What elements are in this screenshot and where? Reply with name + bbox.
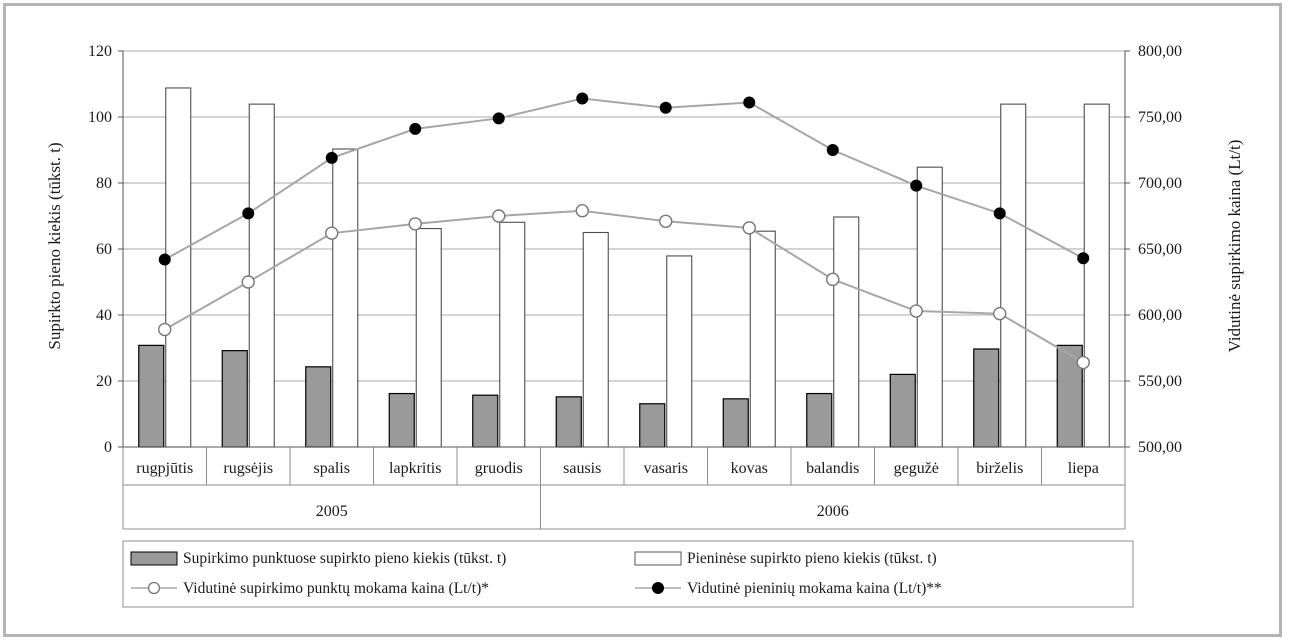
point-punktai-price-rugpjutis — [158, 322, 172, 337]
left-tick-label: 60 — [96, 241, 112, 258]
legend-marker-pienines-price — [652, 582, 664, 594]
legend-box — [122, 540, 1134, 608]
line-pienines-price — [164, 97, 1084, 261]
bar-pienines-rugsejis — [248, 103, 275, 448]
point-pienines-price-sausis — [576, 92, 589, 105]
right-tick-label: 600,00 — [1138, 307, 1182, 324]
category-label-lapkritis: lapkritis — [389, 460, 441, 477]
point-pienines-price-rugpjutis — [158, 253, 171, 266]
bar-pienines-kovas — [749, 230, 776, 448]
point-pienines-price-geguze — [910, 179, 923, 192]
year-label-2006: 2006 — [817, 503, 849, 520]
bar-pienines-liepa — [1083, 103, 1110, 448]
left-axis-label: Supirkto pieno kiekis (tūkst. t) — [45, 142, 64, 349]
bar-pienines-rugpjutis — [165, 87, 192, 448]
point-pienines-price-lapkritis — [409, 122, 422, 135]
bar-pienines-spalis — [332, 148, 359, 448]
bar-pienines-gruodis — [499, 221, 526, 448]
point-pienines-price-gruodis — [492, 112, 505, 125]
point-punktai-price-liepa — [1076, 355, 1090, 370]
point-punktai-price-kovas — [742, 221, 756, 235]
legend: Supirkimo punktuose supirkto pieno kieki… — [122, 540, 1134, 608]
right-tick-label: 750,00 — [1138, 109, 1182, 126]
point-pienines-price-balandis — [826, 144, 839, 156]
legend-label-punktai-price: Vidutinė supirkimo punktų mokama kaina (… — [183, 580, 489, 597]
legend-label-punktai-bar: Supirkimo punktuose supirkto pieno kieki… — [183, 550, 506, 567]
bar-pienines-vasaris — [666, 255, 693, 448]
left-tick-label: 100 — [88, 109, 112, 126]
left-tick-label: 80 — [96, 175, 112, 192]
category-label-liepa: liepa — [1068, 460, 1099, 477]
right-tick-label: 800,00 — [1138, 43, 1182, 60]
legend-swatch-pienines-bar — [634, 551, 682, 566]
category-label-birzelis: birželis — [976, 460, 1023, 477]
gridlines — [123, 50, 1125, 382]
year-group-labels: 2005 2006 — [316, 503, 849, 520]
line-punktai-price — [164, 209, 1084, 364]
left-axis-ticks: 0 20 40 60 80 100 120 — [88, 43, 112, 456]
point-punktai-price-birzelis — [993, 306, 1007, 321]
bar-punktai-geguze — [889, 373, 916, 448]
bar-punktai-balandis — [806, 392, 833, 448]
bar-punktai-rugsejis — [221, 350, 248, 448]
bar-pienines-sausis — [582, 231, 609, 448]
axes — [118, 50, 1130, 530]
legend-label-pienines-bar: Pieninėse supirkto pieno kiekis (tūkst. … — [687, 550, 937, 567]
category-label-vasaris: vasaris — [644, 460, 688, 477]
legend-swatch-punktai-bar — [130, 551, 178, 566]
bar-pienines-birzelis — [1000, 103, 1027, 448]
category-label-sausis: sausis — [563, 460, 601, 477]
bars — [138, 87, 1110, 448]
point-pienines-price-birzelis — [993, 207, 1006, 220]
bar-pienines-lapkritis — [415, 227, 442, 448]
bar-punktai-spalis — [305, 366, 332, 448]
point-punktai-price-spalis — [325, 226, 339, 240]
year-label-2005: 2005 — [316, 503, 348, 520]
point-punktai-price-vasaris — [659, 214, 673, 228]
bar-pienines-balandis — [833, 216, 860, 448]
bar-punktai-kovas — [722, 398, 749, 448]
point-pienines-price-liepa — [1077, 252, 1090, 265]
point-pienines-price-spalis — [325, 151, 338, 164]
right-tick-label: 550,00 — [1138, 373, 1182, 390]
category-label-spalis: spalis — [314, 460, 350, 477]
bar-punktai-sausis — [555, 396, 582, 448]
bar-punktai-lapkritis — [388, 392, 415, 448]
left-tick-label: 0 — [104, 439, 112, 456]
chart-frame — [3, 3, 1282, 637]
right-tick-label: 700,00 — [1138, 175, 1182, 192]
category-label-kovas: kovas — [731, 460, 768, 477]
bar-punktai-birzelis — [973, 348, 1000, 448]
right-axis-label: Vidutinė supirkimo kaina (Lt/t) — [1225, 140, 1244, 353]
category-labels: rugpjūtis rugsėjis spalis lapkritis gruodis s… — [136, 460, 1098, 477]
right-tick-label: 500,00 — [1138, 439, 1182, 456]
right-axis-ticks: 500,00 550,00 600,00 650,00 700,00 750,00 800,… — [1138, 43, 1182, 456]
right-tick-label: 650,00 — [1138, 241, 1182, 258]
point-punktai-price-rugsejis — [241, 275, 255, 289]
category-label-gruodis: gruodis — [475, 460, 523, 477]
point-punktai-price-gruodis — [492, 209, 506, 223]
bar-punktai-rugpjutis — [138, 344, 165, 448]
legend-marker-punktai-price — [147, 581, 161, 595]
category-label-balandis: balandis — [806, 460, 859, 477]
left-tick-label: 20 — [96, 373, 112, 390]
point-punktai-price-geguze — [909, 304, 923, 318]
bar-punktai-gruodis — [472, 394, 499, 448]
point-punktai-price-lapkritis — [408, 217, 422, 231]
point-pienines-price-kovas — [743, 96, 756, 109]
point-punktai-price-balandis — [826, 272, 840, 287]
left-tick-label: 120 — [88, 43, 112, 60]
legend-label-pienines-price: Vidutinė pieninių mokama kaina (Lt/t)** — [687, 580, 942, 597]
category-label-rugpjutis: rugpjūtis — [136, 460, 193, 477]
point-pienines-price-rugsejis — [242, 207, 255, 220]
lines — [158, 92, 1090, 370]
bar-punktai-vasaris — [639, 403, 666, 448]
left-tick-label: 40 — [96, 307, 112, 324]
point-punktai-price-sausis — [575, 204, 589, 218]
category-label-rugsejis: rugsėjis — [223, 460, 273, 477]
category-label-geguze: gegužė — [894, 460, 939, 477]
point-pienines-price-vasaris — [659, 101, 672, 114]
